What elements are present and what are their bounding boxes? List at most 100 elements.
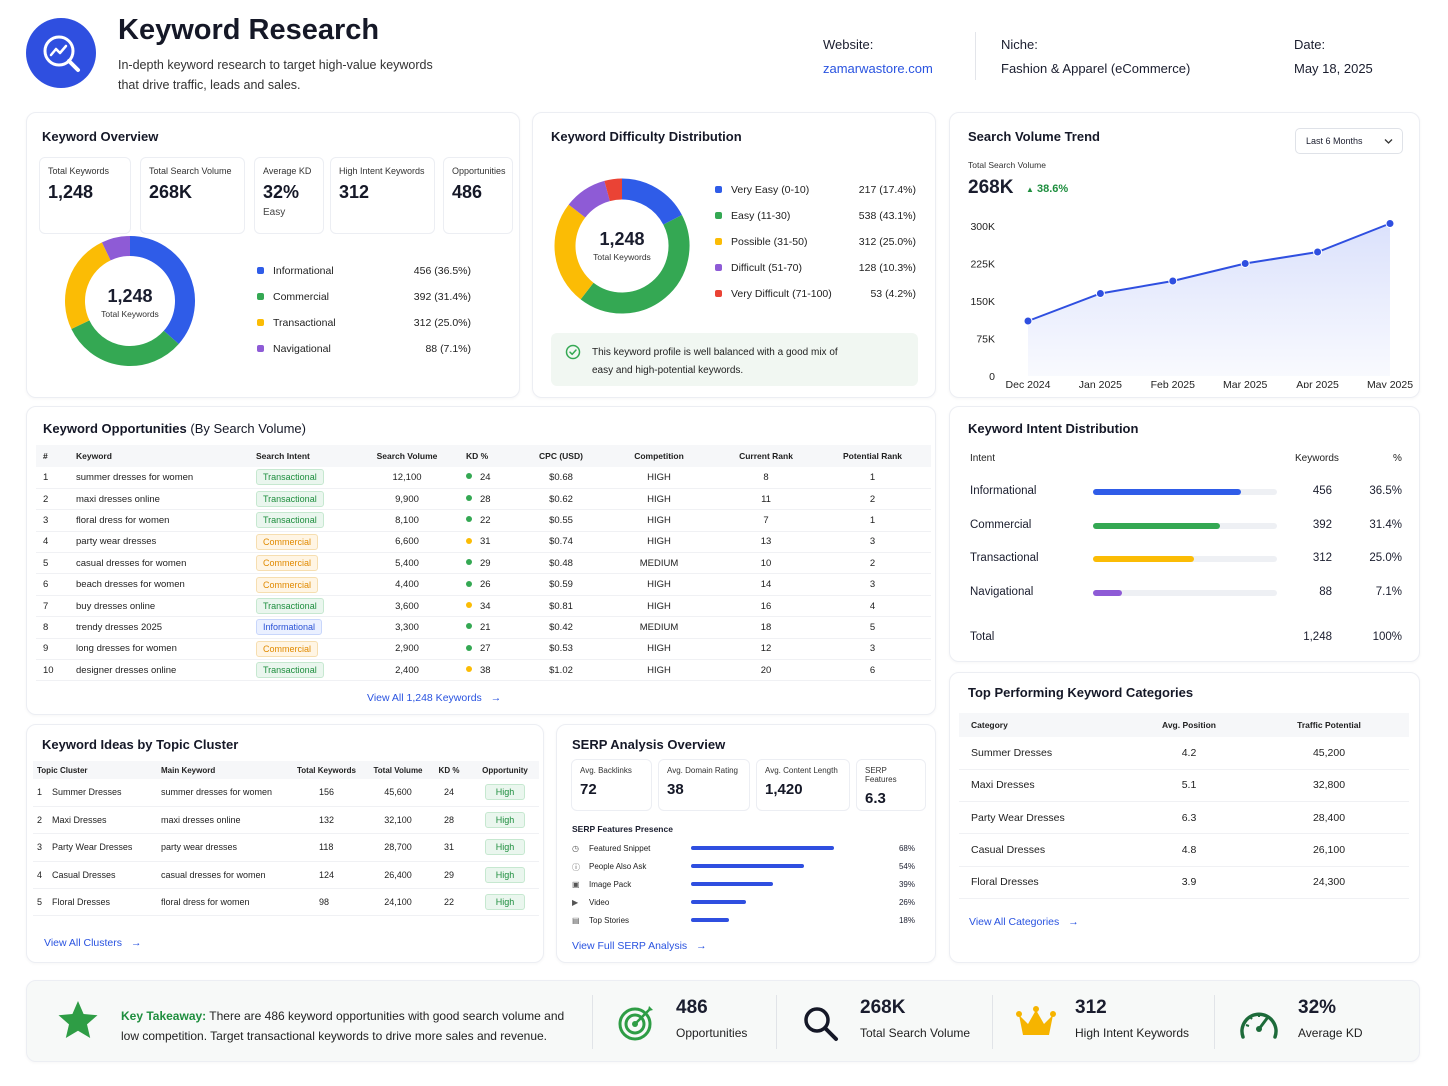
col-header: Total Keywords [297, 761, 369, 779]
kd-indicator [466, 623, 472, 630]
website-info: Website: zamarwastore.com [823, 37, 933, 76]
legend-value: 312 (25.0%) [413, 317, 471, 329]
table-row[interactable]: 2 maxi dresses online Transactional 9,900 28… [36, 488, 931, 510]
view-all-clusters-link[interactable]: View All Clusters → [44, 937, 141, 949]
cell-kd: 31 [443, 842, 454, 853]
total-label: Total [970, 631, 995, 643]
opportunity-badge: High [485, 894, 525, 911]
cell-traffic: 28,400 [1312, 811, 1346, 824]
col-header: Competition [600, 445, 718, 467]
cell-keyword: casual dresses for women [76, 557, 187, 569]
cell-intent: Transactional [256, 467, 364, 488]
table-row[interactable]: 2 Maxi Dresses maxi dresses online 132 32,10… [33, 806, 539, 834]
table-row[interactable]: 5 Floral Dresses floral dress for women 98 2… [33, 889, 539, 916]
total-percent: 100% [1372, 631, 1402, 643]
cell-potential-rank: 1 [869, 471, 876, 483]
feature-bar-track [691, 900, 891, 904]
title-suffix: (By Search Volume) [190, 421, 306, 436]
kd-value: 22 [480, 514, 491, 526]
table-row[interactable]: 5 casual dresses for women Commercial 5,400… [36, 553, 931, 574]
cell-volume: 3,300 [395, 621, 419, 633]
kpi-value: 312 [1075, 997, 1107, 1018]
legend-value: 217 (17.4%) [858, 184, 916, 196]
cell-kd: 27 [450, 638, 522, 659]
title-main: Keyword Opportunities [43, 421, 187, 436]
keyword-difficulty-card: Keyword Difficulty Distribution 1,248 To… [532, 112, 936, 398]
link-label: View All Clusters [44, 937, 123, 949]
kpi-label: Average KD [1298, 1026, 1363, 1040]
cell-main-keyword: casual dresses for women [161, 869, 266, 880]
feature-bar-track [691, 882, 891, 886]
view-all-keywords-link[interactable]: View All 1,248 Keywords → [367, 692, 501, 704]
y-tick-label: 75K [976, 334, 995, 346]
cell-total-volume: 26,400 [384, 869, 412, 880]
legend-swatch [715, 263, 722, 271]
view-all-categories-link[interactable]: View All Categories → [969, 916, 1079, 928]
kpi-label: Total Search Volume [860, 1026, 971, 1040]
donut-segment [65, 242, 112, 330]
cell-intent: Transactional [256, 660, 364, 681]
cluster-name: Floral Dresses [52, 897, 111, 908]
website-link[interactable]: zamarwastore.com [823, 61, 933, 76]
cell-kd: 34 [450, 595, 522, 616]
intent-badge: Transactional [256, 512, 324, 529]
kd-indicator [466, 559, 472, 566]
legend-label: Transactional [273, 317, 336, 329]
table-row[interactable]: 4 party wear dresses Commercial 6,600 31 $0.7… [36, 531, 931, 553]
cluster-name: Summer Dresses [52, 787, 122, 798]
table-row[interactable]: 4 Casual Dresses casual dresses for women 1… [33, 861, 539, 889]
kd-value: 24 [480, 471, 491, 483]
table-row[interactable]: Party Wear Dresses 6.3 28,400 [959, 802, 1409, 834]
cell-volume: 5,400 [395, 557, 419, 569]
intent-badge: Transactional [256, 662, 324, 679]
period-dropdown[interactable]: Last 6 Months [1295, 128, 1403, 154]
arrow-right-icon: → [1068, 916, 1079, 928]
legend-difficult: Difficult (51-70) 128 (10.3%) [715, 262, 916, 274]
intent-name: Navigational [970, 585, 1034, 598]
table-row[interactable]: 1 Summer Dresses summer dresses for women 1… [33, 779, 539, 807]
intent-keywords: 312 [1312, 552, 1332, 564]
cell-current-rank: 16 [760, 600, 772, 612]
stat-value: 486 [452, 182, 483, 202]
intent-keywords: 456 [1312, 485, 1332, 497]
legend-swatch [715, 185, 722, 193]
table-row[interactable]: 8 trendy dresses 2025 Informational 3,300 21… [36, 617, 931, 639]
view-full-serp-link[interactable]: View Full SERP Analysis → [572, 940, 707, 952]
intent-keywords: 88 [1319, 585, 1332, 598]
opportunity-badge: High [485, 812, 525, 829]
cell-cpc: $0.42 [549, 621, 573, 633]
table-row[interactable]: Casual Dresses 4.8 26,100 [959, 834, 1409, 867]
table-row[interactable]: Summer Dresses 4.2 45,200 [959, 737, 1409, 770]
table-row[interactable]: 10 designer dresses online Transactional 2,… [36, 660, 931, 681]
table-row[interactable]: 3 Party Wear Dresses party wear dresses 118… [33, 834, 539, 862]
cell-position: 6.3 [1181, 811, 1197, 824]
cell-current-rank: 10 [760, 557, 772, 569]
cell-current-rank: 13 [760, 536, 772, 548]
table-row[interactable]: Floral Dresses 3.9 24,300 [959, 866, 1409, 899]
stat-value: 32% [263, 182, 300, 202]
intent-badge: Commercial [256, 533, 319, 550]
cell-keyword: long dresses for women [76, 643, 177, 655]
cell-competition: HIGH [647, 579, 671, 591]
image-icon: ▣ [572, 880, 580, 889]
cell-potential-rank: 4 [869, 600, 876, 612]
table-row[interactable]: 9 long dresses for women Commercial 2,900 27… [36, 638, 931, 660]
cell-competition: HIGH [647, 514, 671, 526]
col-header: Category [959, 713, 1129, 737]
legend-label: Informational [273, 265, 334, 277]
stat-value: 312 [339, 182, 370, 202]
table-row[interactable]: 1 summer dresses for women Transactional 12… [36, 467, 931, 489]
table-row[interactable]: 6 beach dresses for women Commercial 4,400 2… [36, 574, 931, 596]
cell-keyword: summer dresses for women [76, 471, 194, 483]
search-volume-line-chart: 0 75K 150K 225K 300K Dec 2024 Jan 2025 Feb 2025… [970, 219, 1413, 388]
table-row[interactable]: 3 floral dress for women Transactional 8,10… [36, 510, 931, 532]
legend-value: 128 (10.3%) [858, 262, 916, 274]
card-title: Top Performing Keyword Categories [968, 685, 1194, 700]
cell-intent: Informational [256, 617, 364, 638]
intent-bar-fill [1093, 556, 1195, 562]
table-row[interactable]: 7 buy dresses online Transactional 3,600 34 $… [36, 595, 931, 617]
table-row[interactable]: Maxi Dresses 5.1 32,800 [959, 769, 1409, 802]
intent-name: Informational [970, 485, 1037, 497]
kpi-label: Opportunities [676, 1026, 748, 1040]
y-tick-label: 300K [970, 221, 995, 233]
